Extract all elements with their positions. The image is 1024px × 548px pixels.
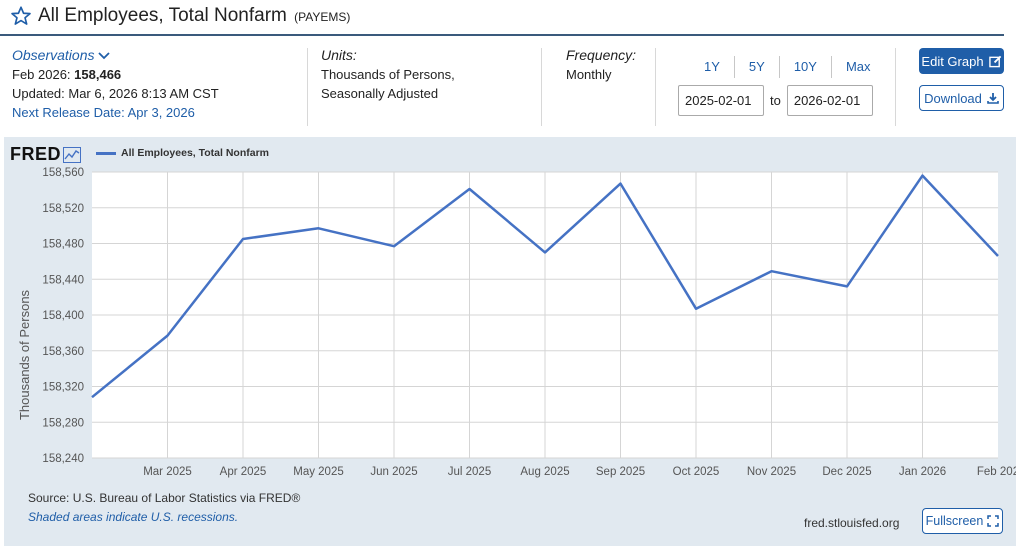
- series-code: (PAYEMS): [294, 10, 351, 24]
- units-label: Units:: [321, 47, 357, 63]
- y-tick-label: 158,560: [42, 167, 84, 179]
- edit-graph-label: Edit Graph: [921, 53, 984, 69]
- x-tick-label: Apr 2025: [220, 466, 267, 478]
- observations-dropdown[interactable]: Observations: [12, 46, 219, 65]
- grid-lines: [92, 171, 998, 459]
- range-max-button[interactable]: Max: [845, 59, 871, 74]
- updated-text: Updated: Mar 6, 2026 8:13 AM CST: [12, 86, 219, 101]
- observations-block: Observations Feb 2026: 158,466 Updated: …: [12, 46, 219, 122]
- data-point[interactable]: [165, 333, 171, 339]
- latest-value: 158,466: [74, 67, 122, 82]
- star-icon[interactable]: [10, 5, 32, 27]
- series-line-group: [89, 173, 1001, 400]
- x-tick-label: Nov 2025: [747, 466, 796, 478]
- next-release-link[interactable]: Next Release Date: Apr 3, 2026: [12, 105, 195, 120]
- edit-icon: [988, 55, 1001, 67]
- legend-swatch: [96, 151, 116, 155]
- site-url: fred.stlouisfed.org: [804, 516, 900, 530]
- start-date-input[interactable]: [678, 85, 764, 116]
- frequency-block: Frequency: Monthly: [566, 46, 636, 84]
- x-tick-label: Feb 202: [977, 466, 1016, 478]
- y-tick-label: 158,520: [42, 203, 84, 215]
- latest-observation: Feb 2026: 158,466: [12, 65, 219, 84]
- range-10y-button[interactable]: 10Y: [780, 56, 832, 78]
- x-tick-label: Jul 2025: [448, 466, 491, 478]
- divider: [541, 48, 542, 126]
- divider: [655, 48, 656, 126]
- download-label: Download: [924, 90, 982, 106]
- fullscreen-icon: [987, 515, 1000, 527]
- series-meta: Observations Feb 2026: 158,466 Updated: …: [0, 38, 1024, 134]
- data-point[interactable]: [693, 306, 699, 312]
- data-point[interactable]: [542, 249, 548, 255]
- data-point[interactable]: [391, 243, 397, 249]
- fred-logo[interactable]: FRED: [10, 144, 81, 165]
- line-chart: 158,240 158,280 158,320 158,360 158,400 158,4…: [17, 167, 1016, 478]
- x-tick-label: May 2025: [293, 466, 344, 478]
- observations-label: Observations: [12, 47, 95, 63]
- data-point[interactable]: [89, 394, 95, 400]
- frequency-value: Monthly: [566, 67, 612, 82]
- x-tick-label: Dec 2025: [822, 466, 871, 478]
- x-tick-label: Aug 2025: [520, 466, 569, 478]
- range-selector: 1Y 5Y 10Y Max: [690, 56, 885, 78]
- divider: [307, 48, 308, 126]
- data-point[interactable]: [920, 173, 926, 179]
- series-line[interactable]: [91, 174, 999, 399]
- frequency-label: Frequency:: [566, 47, 637, 63]
- end-date-input[interactable]: [786, 85, 873, 116]
- y-tick-label: 158,280: [42, 417, 84, 429]
- edit-graph-button[interactable]: Edit Graph: [919, 48, 1004, 74]
- y-tick-label: 158,440: [42, 274, 84, 286]
- chevron-down-icon: [98, 51, 111, 59]
- range-5y-button[interactable]: 5Y: [735, 56, 780, 78]
- x-tick-label: Sep 2025: [596, 466, 645, 478]
- y-tick-label: 158,480: [42, 239, 84, 251]
- x-tick-label: Jun 2025: [370, 466, 417, 478]
- data-point[interactable]: [995, 253, 1001, 259]
- series-title: All Employees, Total Nonfarm: [38, 5, 287, 26]
- x-tick-label: Mar 2025: [143, 466, 192, 478]
- source-text: Source: U.S. Bureau of Labor Statistics …: [28, 491, 301, 505]
- y-tick-label: 158,240: [42, 453, 84, 465]
- divider: [895, 48, 896, 126]
- date-range: to: [678, 85, 873, 116]
- y-tick-label: 158,400: [42, 310, 84, 322]
- page-title: All Employees, Total Nonfarm (PAYEMS): [38, 5, 350, 27]
- chart-panel: 158,240 158,280 158,320 158,360 158,400 158,4…: [4, 137, 1016, 546]
- units-block: Units: Thousands of Persons, Seasonally …: [321, 46, 455, 103]
- download-icon: [987, 93, 999, 104]
- fullscreen-button[interactable]: Fullscreen: [922, 508, 1003, 534]
- data-point[interactable]: [316, 225, 322, 231]
- legend-label: All Employees, Total Nonfarm: [121, 147, 269, 159]
- x-tick-label: Jan 2026: [899, 466, 946, 478]
- units-line1: Thousands of Persons,: [321, 67, 455, 82]
- date-to-label: to: [770, 93, 781, 108]
- latest-period: Feb 2026:: [12, 67, 71, 82]
- range-1y-button[interactable]: 1Y: [690, 56, 735, 78]
- x-tick-label: Oct 2025: [673, 466, 720, 478]
- recession-note: Shaded areas indicate U.S. recessions.: [28, 510, 239, 524]
- chart-icon: [63, 146, 81, 163]
- fred-logo-text: FRED: [10, 144, 61, 164]
- data-point[interactable]: [618, 181, 624, 187]
- y-tick-label: 158,320: [42, 382, 84, 394]
- download-button[interactable]: Download: [919, 85, 1004, 111]
- units-line2: Seasonally Adjusted: [321, 86, 439, 101]
- chart-legend: All Employees, Total Nonfarm: [96, 147, 269, 159]
- y-axis-label: Thousands of Persons: [17, 289, 32, 420]
- x-tick-labels: Mar 2025 Apr 2025 May 2025 Jun 2025 Jul 2025…: [143, 466, 1016, 478]
- title-bar: All Employees, Total Nonfarm (PAYEMS): [0, 0, 1004, 36]
- data-point[interactable]: [769, 268, 775, 274]
- fullscreen-label: Fullscreen: [925, 514, 984, 528]
- y-tick-label: 158,360: [42, 346, 84, 358]
- data-point[interactable]: [844, 283, 850, 289]
- data-point[interactable]: [240, 236, 246, 242]
- y-tick-labels: 158,240 158,280 158,320 158,360 158,400 158,4…: [42, 167, 84, 465]
- data-point[interactable]: [467, 186, 473, 192]
